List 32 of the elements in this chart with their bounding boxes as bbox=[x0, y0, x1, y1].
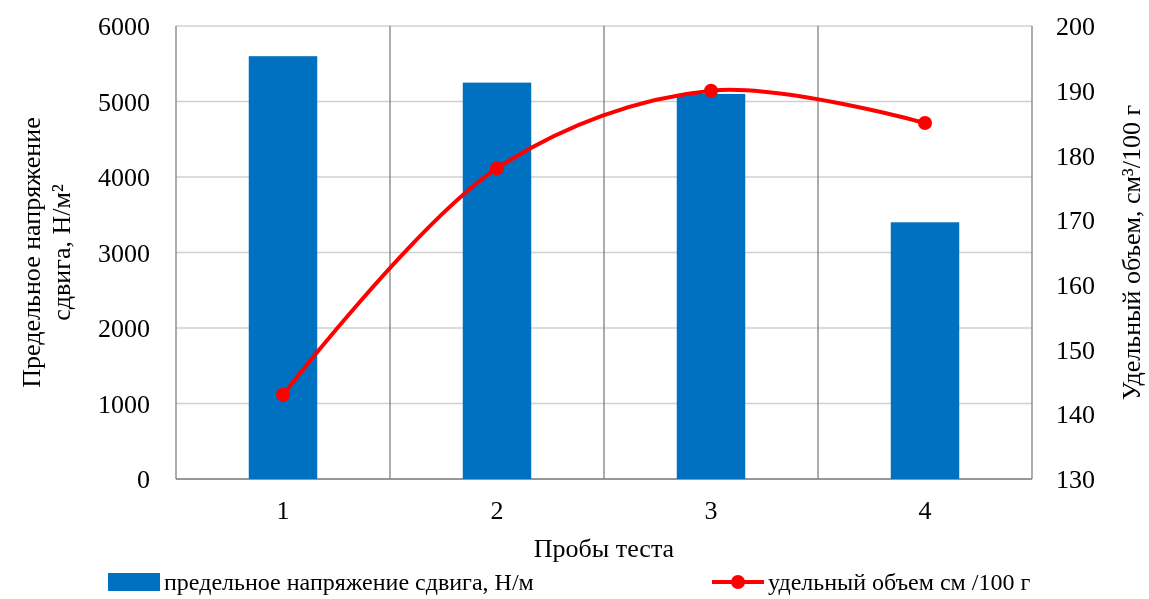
x-tick-label: 3 bbox=[704, 496, 718, 525]
y-tick-label: 3000 bbox=[98, 238, 150, 268]
x-tick-label: 2 bbox=[490, 496, 504, 525]
point bbox=[490, 161, 504, 176]
x-tick-label: 4 bbox=[918, 496, 932, 525]
y-tick-label: 4000 bbox=[98, 163, 150, 193]
y2-tick-label: 160 bbox=[1056, 270, 1095, 300]
y2-axis-title: Удельный объем, см³/100 г bbox=[1117, 104, 1146, 401]
x-tick-label: 1 bbox=[276, 496, 290, 525]
bar bbox=[248, 56, 318, 479]
y2-tick-label: 150 bbox=[1056, 335, 1095, 365]
y-tick-label: 1000 bbox=[98, 389, 150, 419]
y2-tick-label: 190 bbox=[1056, 76, 1095, 106]
bar bbox=[890, 222, 960, 479]
point bbox=[276, 387, 290, 402]
y-tick-label: 2000 bbox=[98, 314, 150, 344]
legend-label: удельный объем см /100 г bbox=[768, 569, 1031, 596]
legend-label: предельное напряжение сдвига, Н/м bbox=[164, 569, 534, 596]
y-axis-title: Предельное напряжение сдвига, Н/м² bbox=[17, 117, 76, 388]
point bbox=[704, 83, 718, 98]
y2-tick-label: 180 bbox=[1056, 141, 1095, 171]
y2-tick-label: 200 bbox=[1056, 12, 1095, 42]
y-tick-label: 5000 bbox=[98, 87, 150, 117]
point bbox=[918, 116, 932, 131]
y2-tick-label: 170 bbox=[1056, 206, 1095, 236]
x-axis-title: Пробы теста bbox=[533, 534, 675, 563]
y-tick-label: 6000 bbox=[98, 12, 150, 42]
bar bbox=[676, 93, 746, 479]
y2-tick-label: 140 bbox=[1056, 400, 1095, 430]
y-tick-label: 0 bbox=[137, 465, 150, 495]
y2-tick-label: 130 bbox=[1056, 465, 1095, 495]
bar bbox=[462, 82, 532, 479]
